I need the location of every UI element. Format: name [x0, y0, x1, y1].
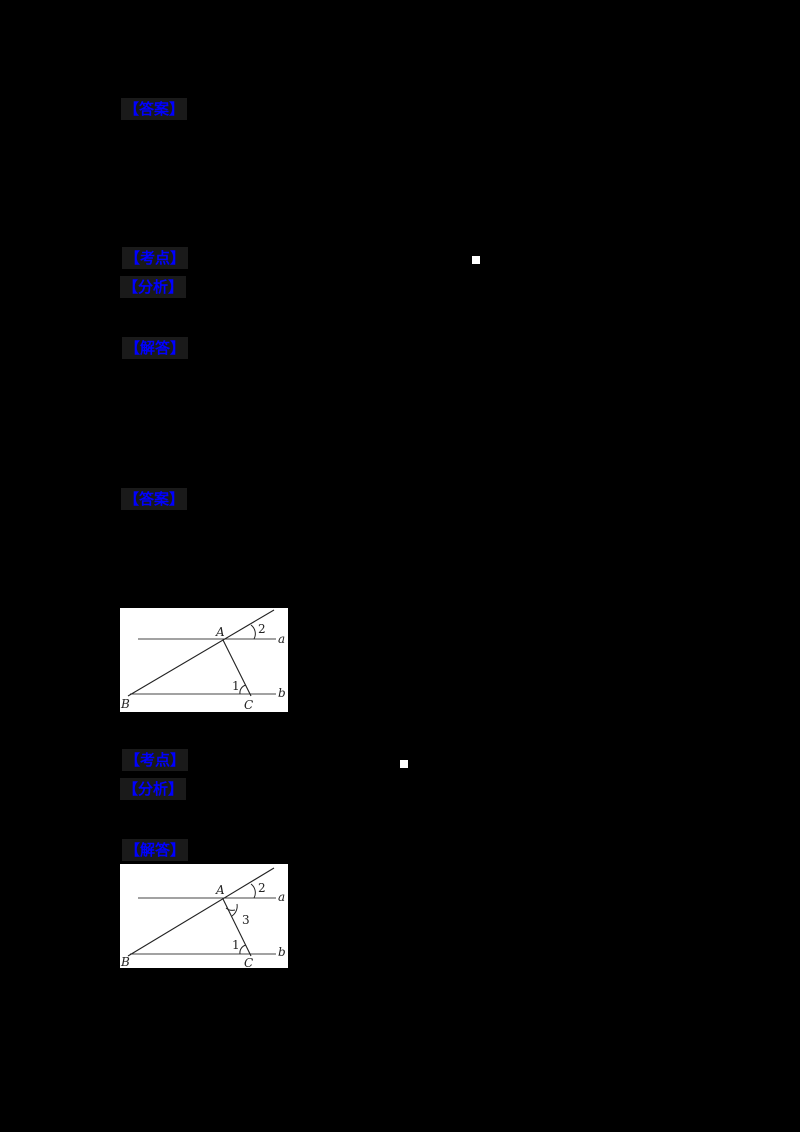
line-b-label: b [278, 945, 286, 959]
section-tag-analysis-2: 【分析】 [120, 778, 187, 800]
answer-blank-marker-2 [400, 760, 408, 768]
section-tag-solution-1: 【解答】 [122, 337, 189, 359]
angle-1-label: 1 [232, 679, 240, 693]
point-c-label: C [244, 956, 253, 968]
line-a-label: a [278, 632, 285, 646]
angle-3-label: 3 [242, 913, 250, 927]
section-tag-topic-2: 【考点】 [122, 749, 189, 771]
angle-2-label: 2 [258, 881, 266, 895]
section-tag-analysis-1: 【分析】 [120, 276, 187, 298]
point-a-label: A [215, 625, 225, 639]
point-b-label: B [120, 955, 130, 968]
line-a-label: a [278, 890, 285, 904]
answer-blank-marker-1 [472, 256, 480, 264]
point-b-label: B [120, 697, 130, 711]
section-tag-topic-1: 【考点】 [122, 247, 189, 269]
geometry-figure-1: A B C a b 1 2 [120, 608, 288, 712]
point-a-label: A [215, 883, 225, 897]
section-tag-answer-1: 【答案】 [121, 98, 188, 120]
angle-1-label: 1 [232, 938, 240, 952]
line-b-label: b [278, 686, 286, 700]
point-c-label: C [244, 698, 253, 712]
section-tag-answer-2: 【答案】 [121, 488, 188, 510]
angle-2-label: 2 [258, 622, 266, 636]
geometry-figure-2: A B C a b 1 2 3 [120, 864, 288, 968]
section-tag-solution-2: 【解答】 [122, 839, 189, 861]
